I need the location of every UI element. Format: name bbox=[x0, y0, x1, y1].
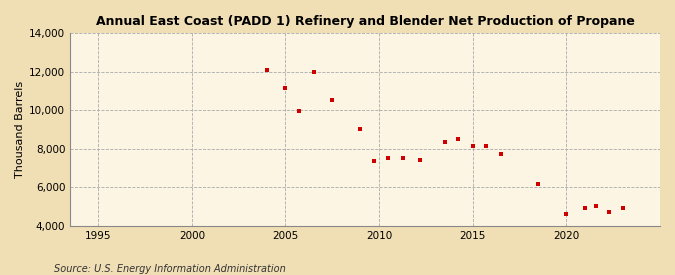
Point bbox=[561, 212, 572, 216]
Point bbox=[604, 210, 615, 214]
Point bbox=[327, 98, 338, 102]
Point bbox=[383, 155, 394, 160]
Point bbox=[439, 140, 450, 144]
Point bbox=[591, 204, 601, 208]
Title: Annual East Coast (PADD 1) Refinery and Blender Net Production of Propane: Annual East Coast (PADD 1) Refinery and … bbox=[96, 15, 634, 28]
Point bbox=[415, 158, 426, 163]
Point bbox=[308, 70, 319, 74]
Point bbox=[280, 86, 291, 90]
Point bbox=[398, 155, 409, 160]
Text: Source: U.S. Energy Information Administration: Source: U.S. Energy Information Administ… bbox=[54, 264, 286, 274]
Point bbox=[261, 68, 272, 72]
Point bbox=[495, 152, 506, 156]
Point bbox=[467, 144, 478, 148]
Point bbox=[617, 205, 628, 210]
Y-axis label: Thousand Barrels: Thousand Barrels bbox=[15, 81, 25, 178]
Point bbox=[580, 205, 591, 210]
Point bbox=[533, 181, 543, 186]
Point bbox=[368, 159, 379, 164]
Point bbox=[293, 109, 304, 114]
Point bbox=[452, 137, 463, 141]
Point bbox=[355, 126, 366, 131]
Point bbox=[481, 144, 491, 148]
